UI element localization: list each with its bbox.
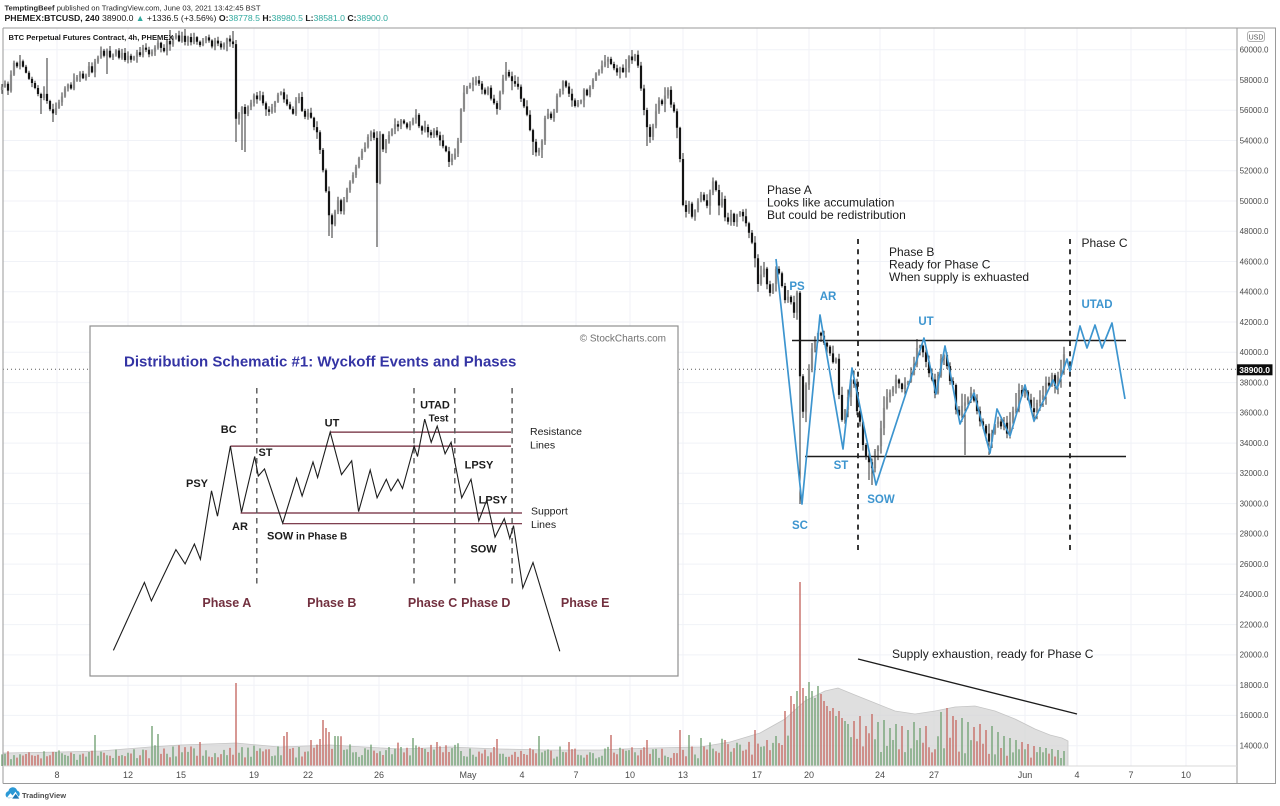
svg-text:18000.0: 18000.0 [1240, 681, 1269, 690]
svg-text:26000.0: 26000.0 [1240, 560, 1269, 569]
svg-text:20000.0: 20000.0 [1240, 651, 1269, 660]
svg-text:44000.0: 44000.0 [1240, 288, 1269, 297]
svg-text:Looks like accumulation: Looks like accumulation [767, 196, 894, 210]
svg-text:28000.0: 28000.0 [1240, 530, 1269, 539]
svg-text:LPSY: LPSY [465, 460, 494, 472]
svg-text:May: May [459, 770, 477, 780]
svg-text:56000.0: 56000.0 [1240, 106, 1269, 115]
svg-text:TradingView: TradingView [22, 791, 66, 800]
svg-text:LPSY: LPSY [479, 495, 508, 507]
svg-text:UT: UT [918, 316, 933, 328]
svg-text:4: 4 [1074, 770, 1079, 780]
svg-text:Ready for Phase C: Ready for Phase C [889, 258, 991, 272]
svg-text:ST: ST [258, 447, 272, 459]
svg-text:24: 24 [875, 770, 885, 780]
svg-text:46000.0: 46000.0 [1240, 257, 1269, 266]
svg-text:BC: BC [221, 424, 237, 436]
svg-text:58000.0: 58000.0 [1240, 76, 1269, 85]
svg-text:38000.0: 38000.0 [1240, 378, 1269, 387]
svg-text:8: 8 [54, 770, 59, 780]
svg-text:48000.0: 48000.0 [1240, 227, 1269, 236]
svg-text:Resistance: Resistance [530, 426, 582, 438]
svg-text:7: 7 [1128, 770, 1133, 780]
svg-text:16000.0: 16000.0 [1240, 711, 1269, 720]
svg-text:USD: USD [1249, 35, 1264, 42]
svg-text:AR: AR [232, 521, 248, 533]
svg-text:20: 20 [804, 770, 814, 780]
svg-text:But could be redistribution: But could be redistribution [767, 208, 906, 222]
svg-text:10: 10 [1181, 770, 1191, 780]
svg-text:19: 19 [249, 770, 259, 780]
svg-text:PHEMEX:BTCUSD, 240 38900.0 ▲: PHEMEX:BTCUSD, 240 38900.0 ▲ +1336.5 (+3… [5, 13, 389, 23]
svg-text:27: 27 [929, 770, 939, 780]
svg-text:PSY: PSY [186, 478, 209, 490]
svg-text:SC: SC [792, 520, 808, 532]
svg-text:10: 10 [625, 770, 635, 780]
svg-text:When supply is exhuasted: When supply is exhuasted [889, 270, 1029, 284]
svg-text:24000.0: 24000.0 [1240, 590, 1269, 599]
svg-text:Test: Test [429, 414, 449, 425]
svg-text:7: 7 [573, 770, 578, 780]
svg-text:Supply exhaustion, ready for P: Supply exhaustion, ready for Phase C [892, 647, 1094, 661]
svg-text:Phase D: Phase D [461, 596, 510, 610]
svg-text:TemptingBeef published on Trad: TemptingBeef published on TradingView.co… [5, 4, 261, 13]
svg-text:42000.0: 42000.0 [1240, 318, 1269, 327]
svg-text:SOW: SOW [470, 544, 497, 556]
svg-text:Phase B: Phase B [307, 596, 356, 610]
svg-text:12: 12 [123, 770, 133, 780]
svg-text:Phase C: Phase C [408, 596, 457, 610]
svg-text:38900.0: 38900.0 [1239, 365, 1270, 375]
svg-text:54000.0: 54000.0 [1240, 136, 1269, 145]
svg-text:Phase A: Phase A [767, 183, 812, 197]
svg-text:AR: AR [820, 291, 837, 303]
svg-text:PS: PS [789, 281, 805, 293]
svg-text:22000.0: 22000.0 [1240, 620, 1269, 629]
svg-text:UT: UT [325, 418, 340, 430]
svg-text:14000.0: 14000.0 [1240, 742, 1269, 751]
svg-text:52000.0: 52000.0 [1240, 167, 1269, 176]
svg-text:60000.0: 60000.0 [1240, 46, 1269, 55]
svg-text:17: 17 [752, 770, 762, 780]
svg-text:15: 15 [176, 770, 186, 780]
svg-text:SOW: SOW [867, 494, 895, 506]
svg-text:Phase B: Phase B [889, 245, 934, 259]
svg-text:UTAD: UTAD [1081, 299, 1112, 311]
svg-text:4: 4 [519, 770, 524, 780]
svg-text:Lines: Lines [530, 440, 555, 452]
svg-text:Jun: Jun [1018, 770, 1033, 780]
svg-text:30000.0: 30000.0 [1240, 499, 1269, 508]
svg-text:UTAD: UTAD [420, 400, 450, 412]
svg-text:Phase E: Phase E [561, 596, 610, 610]
svg-text:Phase A: Phase A [202, 596, 251, 610]
svg-text:34000.0: 34000.0 [1240, 439, 1269, 448]
svg-text:22: 22 [303, 770, 313, 780]
svg-text:13: 13 [678, 770, 688, 780]
svg-text:40000.0: 40000.0 [1240, 348, 1269, 357]
svg-text:26: 26 [374, 770, 384, 780]
svg-text:36000.0: 36000.0 [1240, 409, 1269, 418]
svg-text:SOW in Phase B: SOW in Phase B [267, 531, 347, 543]
svg-text:Lines: Lines [531, 519, 556, 531]
svg-text:BTC Perpetual Futures Contract: BTC Perpetual Futures Contract, 4h, PHEM… [9, 33, 174, 42]
svg-text:ST: ST [834, 460, 849, 472]
svg-text:© StockCharts.com: © StockCharts.com [580, 334, 666, 345]
svg-text:Support: Support [531, 506, 568, 518]
svg-text:50000.0: 50000.0 [1240, 197, 1269, 206]
svg-text:32000.0: 32000.0 [1240, 469, 1269, 478]
svg-text:Distribution Schematic #1: Wyc: Distribution Schematic #1: Wyckoff Event… [124, 354, 516, 371]
svg-text:Phase C: Phase C [1082, 236, 1128, 250]
